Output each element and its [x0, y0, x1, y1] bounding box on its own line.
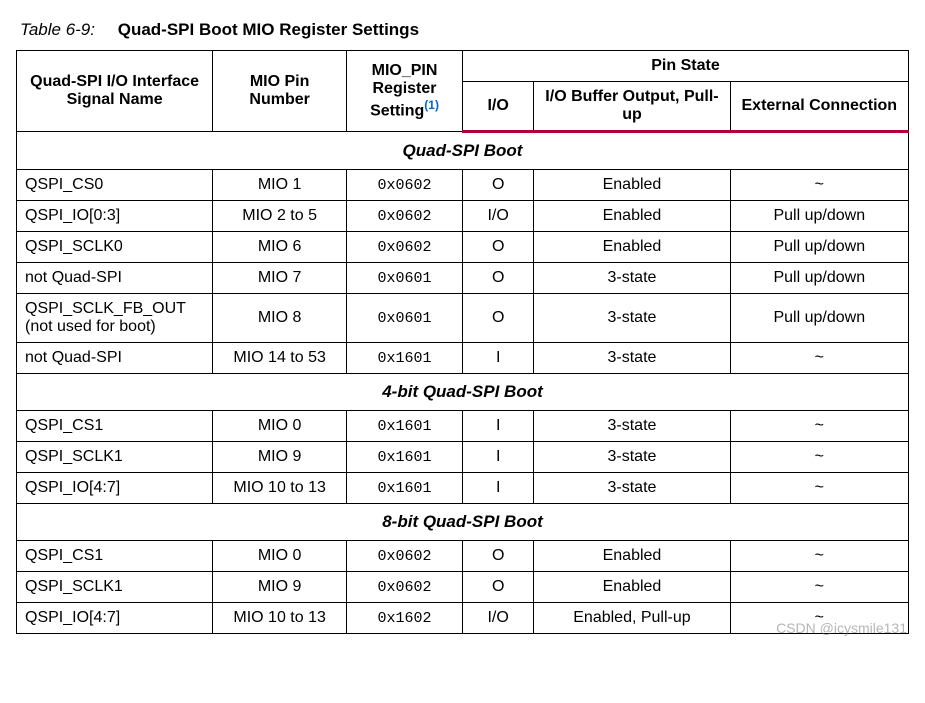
cell-reg: 0x0602	[347, 201, 463, 232]
table-row: QSPI_CS1 MIO 0 0x0602 O Enabled ~	[17, 541, 909, 572]
cell-reg: 0x0602	[347, 572, 463, 603]
table-row: QSPI_CS0 MIO 1 0x0602 O Enabled ~	[17, 170, 909, 201]
cell-io: I/O	[462, 201, 533, 232]
cell-io: I	[462, 442, 533, 473]
cell-ext: ~	[730, 603, 908, 634]
cell-reg: 0x1601	[347, 411, 463, 442]
cell-buf: 3-state	[534, 294, 730, 343]
cell-io: O	[462, 541, 533, 572]
cell-name: QSPI_SCLK0	[17, 232, 213, 263]
table-row: not Quad-SPI MIO 7 0x0601 O 3-state Pull…	[17, 263, 909, 294]
cell-buf: Enabled	[534, 201, 730, 232]
cell-io: O	[462, 263, 533, 294]
cell-name: QSPI_CS1	[17, 411, 213, 442]
cell-reg: 0x1601	[347, 442, 463, 473]
cell-buf: Enabled, Pull-up	[534, 603, 730, 634]
cell-name: QSPI_SCLK1	[17, 572, 213, 603]
cell-pin: MIO 10 to 13	[213, 473, 347, 504]
settings-table: Quad-SPI I/O Interface Signal Name MIO P…	[16, 50, 909, 634]
table-row: QSPI_SCLK_FB_OUT (not used for boot) MIO…	[17, 294, 909, 343]
section-4bit-boot: 4-bit Quad-SPI Boot	[17, 374, 909, 411]
cell-ext: ~	[730, 442, 908, 473]
cell-pin: MIO 7	[213, 263, 347, 294]
header-pin-state: Pin State	[462, 51, 908, 82]
cell-io: O	[462, 170, 533, 201]
cell-reg: 0x1601	[347, 473, 463, 504]
header-buffer: I/O Buffer Output, Pull-up	[534, 82, 730, 132]
cell-ext: Pull up/down	[730, 294, 908, 343]
cell-buf: 3-state	[534, 411, 730, 442]
cell-pin: MIO 10 to 13	[213, 603, 347, 634]
cell-pin: MIO 1	[213, 170, 347, 201]
cell-pin: MIO 0	[213, 411, 347, 442]
cell-buf: Enabled	[534, 572, 730, 603]
cell-name: QSPI_IO[4:7]	[17, 603, 213, 634]
cell-ext: Pull up/down	[730, 263, 908, 294]
header-mio-pin: MIO Pin Number	[213, 51, 347, 132]
cell-name: not Quad-SPI	[17, 263, 213, 294]
cell-reg: 0x0602	[347, 541, 463, 572]
table-row: QSPI_IO[4:7] MIO 10 to 13 0x1601 I 3-sta…	[17, 473, 909, 504]
cell-name: QSPI_CS0	[17, 170, 213, 201]
table-row: QSPI_IO[4:7] MIO 10 to 13 0x1602 I/O Ena…	[17, 603, 909, 634]
cell-pin: MIO 6	[213, 232, 347, 263]
cell-ext: ~	[730, 170, 908, 201]
cell-name: QSPI_CS1	[17, 541, 213, 572]
cell-reg: 0x0601	[347, 294, 463, 343]
cell-io: I	[462, 411, 533, 442]
cell-buf: 3-state	[534, 343, 730, 374]
cell-pin: MIO 9	[213, 572, 347, 603]
header-signal-name: Quad-SPI I/O Interface Signal Name	[17, 51, 213, 132]
header-external: External Connection	[730, 82, 908, 132]
cell-pin: MIO 2 to 5	[213, 201, 347, 232]
cell-reg: 0x0602	[347, 232, 463, 263]
cell-ext: ~	[730, 572, 908, 603]
cell-ext: ~	[730, 411, 908, 442]
header-register-note: (1)	[424, 98, 439, 112]
table-row: QSPI_CS1 MIO 0 0x1601 I 3-state ~	[17, 411, 909, 442]
cell-ext: Pull up/down	[730, 201, 908, 232]
cell-pin: MIO 8	[213, 294, 347, 343]
cell-name: QSPI_IO[4:7]	[17, 473, 213, 504]
cell-ext: ~	[730, 541, 908, 572]
cell-io: I	[462, 343, 533, 374]
cell-io: O	[462, 232, 533, 263]
header-register: MIO_PIN Register Setting(1)	[347, 51, 463, 132]
table-number: Table 6-9:	[20, 20, 95, 39]
section-8bit-boot: 8-bit Quad-SPI Boot	[17, 504, 909, 541]
cell-reg: 0x0602	[347, 170, 463, 201]
cell-name: QSPI_SCLK_FB_OUT (not used for boot)	[17, 294, 213, 343]
cell-buf: Enabled	[534, 170, 730, 201]
table-row: QSPI_IO[0:3] MIO 2 to 5 0x0602 I/O Enabl…	[17, 201, 909, 232]
cell-pin: MIO 0	[213, 541, 347, 572]
section-quad-spi-boot: Quad-SPI Boot	[17, 132, 909, 170]
cell-pin: MIO 9	[213, 442, 347, 473]
cell-io: I	[462, 473, 533, 504]
cell-buf: Enabled	[534, 232, 730, 263]
header-io: I/O	[462, 82, 533, 132]
cell-reg: 0x1601	[347, 343, 463, 374]
cell-buf: 3-state	[534, 442, 730, 473]
cell-reg: 0x1602	[347, 603, 463, 634]
cell-io: O	[462, 572, 533, 603]
cell-buf: 3-state	[534, 473, 730, 504]
table-title: Quad-SPI Boot MIO Register Settings	[118, 20, 419, 39]
table-row: not Quad-SPI MIO 14 to 53 0x1601 I 3-sta…	[17, 343, 909, 374]
table-row: QSPI_SCLK1 MIO 9 0x1601 I 3-state ~	[17, 442, 909, 473]
cell-ext: ~	[730, 343, 908, 374]
cell-io: O	[462, 294, 533, 343]
cell-io: I/O	[462, 603, 533, 634]
cell-buf: Enabled	[534, 541, 730, 572]
cell-name: not Quad-SPI	[17, 343, 213, 374]
cell-ext: ~	[730, 473, 908, 504]
cell-name: QSPI_IO[0:3]	[17, 201, 213, 232]
table-caption: Table 6-9: Quad-SPI Boot MIO Register Se…	[20, 20, 909, 40]
table-row: QSPI_SCLK1 MIO 9 0x0602 O Enabled ~	[17, 572, 909, 603]
cell-reg: 0x0601	[347, 263, 463, 294]
cell-ext: Pull up/down	[730, 232, 908, 263]
table-row: QSPI_SCLK0 MIO 6 0x0602 O Enabled Pull u…	[17, 232, 909, 263]
cell-buf: 3-state	[534, 263, 730, 294]
cell-pin: MIO 14 to 53	[213, 343, 347, 374]
cell-name: QSPI_SCLK1	[17, 442, 213, 473]
